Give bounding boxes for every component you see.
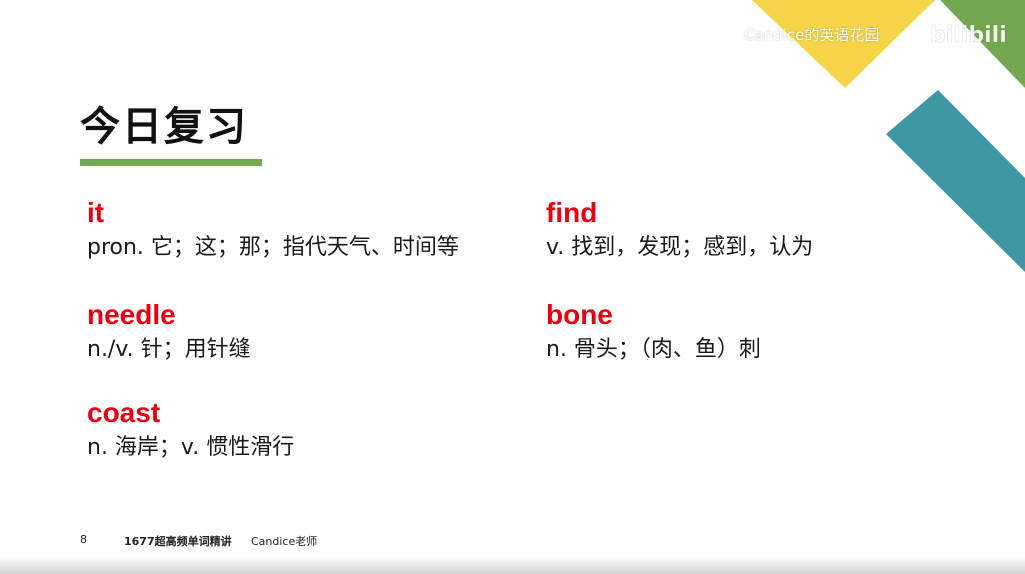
bilibili-logo: bilibili	[930, 23, 1007, 48]
title-underline	[80, 159, 262, 166]
yellow-triangle-shape	[752, 0, 935, 88]
vocab-word: bone	[546, 299, 613, 330]
vocab-definition: n./v. 针；用针缝	[87, 337, 251, 362]
page-title: 今日复习	[80, 104, 248, 150]
vocab-entry: coast n. 海岸；v. 惯性滑行	[87, 397, 294, 463]
vocab-entry: needle n./v. 针；用针缝	[87, 299, 251, 365]
svg-text:bilibili: bilibili	[930, 23, 1007, 48]
teacher-name: Candice老师	[251, 535, 318, 548]
vocab-definition: v. 找到，发现；感到，认为	[546, 235, 814, 260]
vocab-entry: it pron. 它；这；那；指代天气、时间等	[87, 197, 459, 263]
course-title: 1677超高频单词精讲	[124, 535, 232, 548]
vocab-word: coast	[87, 397, 161, 428]
vocab-word: needle	[87, 299, 176, 330]
vocab-word: find	[546, 197, 598, 228]
vocab-definition: n. 海岸；v. 惯性滑行	[87, 435, 295, 460]
vocab-definition: pron. 它；这；那；指代天气、时间等	[87, 235, 459, 260]
vocab-definition: n. 骨头；（肉、鱼）刺	[546, 337, 761, 362]
video-bottom-shadow	[0, 556, 1025, 574]
vocab-entry: find v. 找到，发现；感到，认为	[546, 197, 813, 263]
vocab-word: it	[87, 197, 105, 228]
green-triangle-shape	[940, 0, 1025, 88]
page-number: 8	[80, 533, 87, 546]
teal-stripe-shape	[886, 90, 1025, 272]
vocab-entry: bone n. 骨头；（肉、鱼）刺	[546, 299, 761, 365]
channel-watermark: Candice的英语花园	[744, 26, 880, 44]
